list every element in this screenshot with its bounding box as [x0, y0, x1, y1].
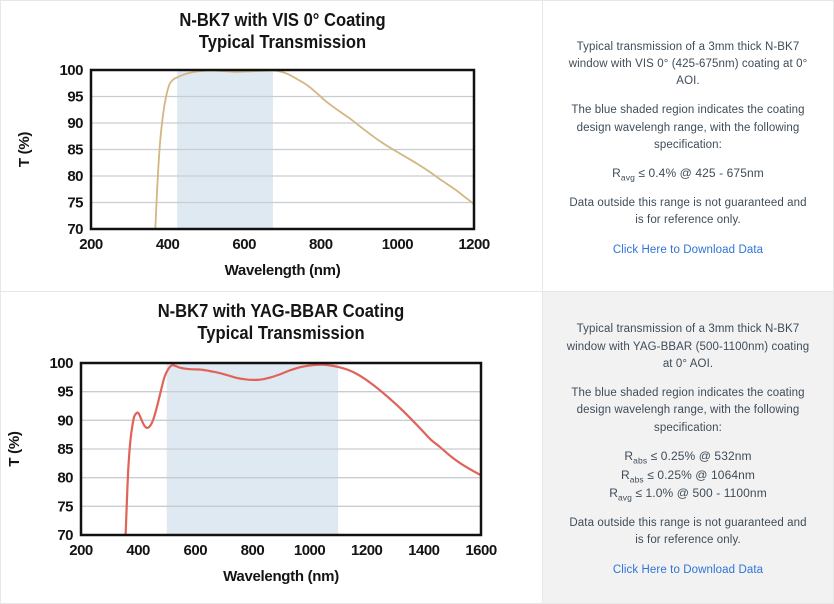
- svg-text:75: 75: [67, 195, 83, 212]
- svg-text:100: 100: [59, 62, 83, 79]
- yag-desc-paragraph: Typical transmission of a 3mm thick N-BK…: [566, 323, 810, 370]
- spec-line: Rabs ≤ 0.25% @ 532nm: [624, 448, 752, 466]
- svg-text:95: 95: [67, 89, 83, 106]
- svg-text:600: 600: [232, 236, 256, 253]
- yag-chart-title: N-BK7 with YAG-BBAR Coating Typical Tran…: [97, 300, 465, 344]
- svg-text:85: 85: [57, 441, 73, 458]
- spec-line: Rabs ≤ 0.25% @ 1064nm: [621, 467, 755, 484]
- vis-disclaimer-paragraph: Data outside this range is not guarantee…: [569, 196, 807, 226]
- svg-text:1400: 1400: [408, 542, 440, 559]
- yag-disclaimer-paragraph: Data outside this range is not guarantee…: [569, 516, 807, 547]
- vis-description-panel: Typical transmission of a 3mm thick N-BK…: [542, 1, 833, 291]
- vis-chart-title: N-BK7 with VIS 0° Coating Typical Transm…: [106, 9, 458, 53]
- svg-text:70: 70: [67, 221, 83, 238]
- vis-download-data-link[interactable]: Click Here to Download Data: [612, 244, 764, 257]
- svg-text:1000: 1000: [294, 542, 326, 559]
- svg-text:1000: 1000: [382, 236, 414, 253]
- svg-text:800: 800: [241, 542, 265, 559]
- svg-text:100: 100: [49, 355, 73, 372]
- svg-text:95: 95: [57, 384, 73, 401]
- svg-text:Wavelength (nm): Wavelength (nm): [225, 262, 341, 279]
- yag-transmission-chart: 70 75 80 85 90 95 100 200 400 600 800 1000 1200 1400 1…: [6, 355, 497, 585]
- svg-text:80: 80: [57, 470, 73, 487]
- svg-text:T (%): T (%): [16, 132, 33, 167]
- yag-chart-title-line2: Typical Transmission: [197, 323, 365, 343]
- vis-coating-row: N-BK7 with VIS 0° Coating Typical Transm…: [1, 1, 833, 291]
- svg-text:85: 85: [67, 142, 83, 159]
- svg-text:200: 200: [69, 542, 93, 559]
- vis-chart-cell: N-BK7 with VIS 0° Coating Typical Transm…: [1, 1, 542, 291]
- vis-transmission-chart: 70 75 80 85 90 95 100 200 400 600 800 1000 1200 Wavel…: [16, 62, 490, 279]
- svg-text:800: 800: [309, 236, 333, 253]
- svg-text:600: 600: [184, 542, 208, 559]
- yag-description-panel: Typical transmission of a 3mm thick N-BK…: [542, 292, 833, 603]
- yag-coating-row: N-BK7 with YAG-BBAR Coating Typical Tran…: [1, 291, 833, 603]
- spec-line: Ravg ≤ 1.0% @ 500 - 1100nm: [609, 486, 767, 503]
- svg-text:80: 80: [67, 168, 83, 185]
- vis-desc-paragraph: Typical transmission of a 3mm thick N-BK…: [568, 40, 808, 88]
- svg-text:1200: 1200: [351, 542, 383, 559]
- svg-text:90: 90: [57, 412, 73, 429]
- yag-spec-list: Rabs ≤ 0.25% @ 532nm Rabs ≤ 0.25% @ 1064n…: [609, 448, 767, 504]
- svg-text:75: 75: [57, 498, 73, 515]
- svg-text:400: 400: [126, 542, 150, 559]
- vis-chart-title-line2: Typical Transmission: [198, 32, 367, 52]
- svg-text:T (%): T (%): [6, 431, 23, 466]
- yag-chart-cell: N-BK7 with YAG-BBAR Coating Typical Tran…: [1, 292, 542, 603]
- vis-band-paragraph: The blue shaded region indicates the coa…: [571, 104, 805, 151]
- yag-band-paragraph: The blue shaded region indicates the coa…: [571, 387, 805, 434]
- vis-spec-list: Ravg ≤ 0.4% @ 425 - 675nm: [612, 165, 764, 184]
- svg-text:1600: 1600: [465, 542, 497, 559]
- vis-chart-title-line1: N-BK7 with VIS 0° Coating: [179, 10, 386, 30]
- yag-download-data-link[interactable]: Click Here to Download Data: [612, 564, 764, 577]
- svg-text:1200: 1200: [458, 236, 490, 253]
- svg-text:400: 400: [156, 236, 180, 253]
- yag-chart-title-line1: N-BK7 with YAG-BBAR Coating: [157, 301, 405, 321]
- svg-text:Wavelength (nm): Wavelength (nm): [223, 568, 339, 585]
- svg-text:90: 90: [67, 115, 83, 132]
- svg-text:200: 200: [79, 236, 103, 253]
- svg-text:70: 70: [57, 527, 73, 544]
- spec-line: Ravg ≤ 0.4% @ 425 - 675nm: [612, 166, 764, 183]
